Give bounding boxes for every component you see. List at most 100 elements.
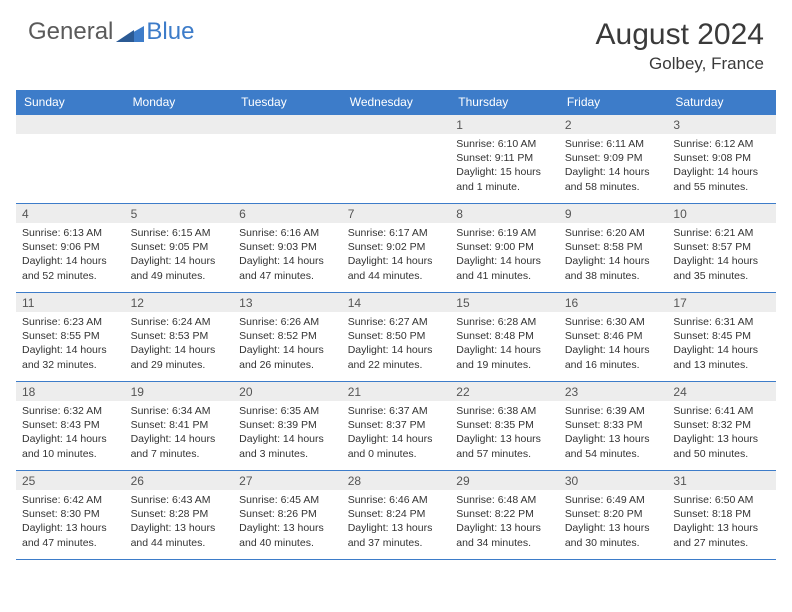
day-number: 27 (233, 471, 342, 490)
sunset-text: Sunset: 8:24 PM (348, 507, 445, 521)
day-headers-row: Sunday Monday Tuesday Wednesday Thursday… (16, 90, 776, 114)
cell-body: Sunrise: 6:31 AMSunset: 8:45 PMDaylight:… (667, 312, 776, 376)
day-number: 16 (559, 293, 668, 312)
cell-body: Sunrise: 6:39 AMSunset: 8:33 PMDaylight:… (559, 401, 668, 465)
title-block: August 2024 Golbey, France (596, 18, 764, 74)
logo-triangle-icon (116, 22, 144, 42)
calendar-cell: 10Sunrise: 6:21 AMSunset: 8:57 PMDayligh… (667, 204, 776, 292)
day-header: Tuesday (233, 90, 342, 114)
day-number: 12 (125, 293, 234, 312)
sunset-text: Sunset: 9:06 PM (22, 240, 119, 254)
cell-body: Sunrise: 6:27 AMSunset: 8:50 PMDaylight:… (342, 312, 451, 376)
sunrise-text: Sunrise: 6:46 AM (348, 493, 445, 507)
cell-body: Sunrise: 6:21 AMSunset: 8:57 PMDaylight:… (667, 223, 776, 287)
sunrise-text: Sunrise: 6:45 AM (239, 493, 336, 507)
cell-body: Sunrise: 6:37 AMSunset: 8:37 PMDaylight:… (342, 401, 451, 465)
sunrise-text: Sunrise: 6:32 AM (22, 404, 119, 418)
cell-body: Sunrise: 6:13 AMSunset: 9:06 PMDaylight:… (16, 223, 125, 287)
sunrise-text: Sunrise: 6:21 AM (673, 226, 770, 240)
cell-body: Sunrise: 6:32 AMSunset: 8:43 PMDaylight:… (16, 401, 125, 465)
calendar-cell: 18Sunrise: 6:32 AMSunset: 8:43 PMDayligh… (16, 382, 125, 470)
calendar-cell (125, 115, 234, 203)
daylight-text: Daylight: 14 hours and 58 minutes. (565, 165, 662, 193)
sunset-text: Sunset: 8:50 PM (348, 329, 445, 343)
daylight-text: Daylight: 14 hours and 41 minutes. (456, 254, 553, 282)
cell-body: Sunrise: 6:30 AMSunset: 8:46 PMDaylight:… (559, 312, 668, 376)
calendar-week: 25Sunrise: 6:42 AMSunset: 8:30 PMDayligh… (16, 470, 776, 560)
day-number: 29 (450, 471, 559, 490)
day-number: 2 (559, 115, 668, 134)
sunrise-text: Sunrise: 6:10 AM (456, 137, 553, 151)
day-number: 26 (125, 471, 234, 490)
daylight-text: Daylight: 13 hours and 27 minutes. (673, 521, 770, 549)
sunrise-text: Sunrise: 6:31 AM (673, 315, 770, 329)
daylight-text: Daylight: 14 hours and 26 minutes. (239, 343, 336, 371)
sunset-text: Sunset: 8:48 PM (456, 329, 553, 343)
sunset-text: Sunset: 8:58 PM (565, 240, 662, 254)
sunset-text: Sunset: 8:22 PM (456, 507, 553, 521)
sunrise-text: Sunrise: 6:13 AM (22, 226, 119, 240)
calendar-cell: 19Sunrise: 6:34 AMSunset: 8:41 PMDayligh… (125, 382, 234, 470)
day-number: 21 (342, 382, 451, 401)
daylight-text: Daylight: 14 hours and 0 minutes. (348, 432, 445, 460)
calendar-cell: 23Sunrise: 6:39 AMSunset: 8:33 PMDayligh… (559, 382, 668, 470)
sunset-text: Sunset: 8:20 PM (565, 507, 662, 521)
calendar-cell: 16Sunrise: 6:30 AMSunset: 8:46 PMDayligh… (559, 293, 668, 381)
sunrise-text: Sunrise: 6:34 AM (131, 404, 228, 418)
day-header: Saturday (667, 90, 776, 114)
page-header: General Blue August 2024 Golbey, France (0, 0, 792, 82)
calendar-cell: 30Sunrise: 6:49 AMSunset: 8:20 PMDayligh… (559, 471, 668, 559)
sunset-text: Sunset: 9:08 PM (673, 151, 770, 165)
calendar-cell: 3Sunrise: 6:12 AMSunset: 9:08 PMDaylight… (667, 115, 776, 203)
daylight-text: Daylight: 14 hours and 49 minutes. (131, 254, 228, 282)
cell-body: Sunrise: 6:34 AMSunset: 8:41 PMDaylight:… (125, 401, 234, 465)
day-number: 14 (342, 293, 451, 312)
day-number: 9 (559, 204, 668, 223)
sunset-text: Sunset: 8:43 PM (22, 418, 119, 432)
sunrise-text: Sunrise: 6:30 AM (565, 315, 662, 329)
day-number (125, 115, 234, 134)
calendar-cell: 13Sunrise: 6:26 AMSunset: 8:52 PMDayligh… (233, 293, 342, 381)
daylight-text: Daylight: 14 hours and 13 minutes. (673, 343, 770, 371)
sunrise-text: Sunrise: 6:35 AM (239, 404, 336, 418)
calendar-cell: 17Sunrise: 6:31 AMSunset: 8:45 PMDayligh… (667, 293, 776, 381)
daylight-text: Daylight: 14 hours and 10 minutes. (22, 432, 119, 460)
daylight-text: Daylight: 13 hours and 57 minutes. (456, 432, 553, 460)
cell-body: Sunrise: 6:38 AMSunset: 8:35 PMDaylight:… (450, 401, 559, 465)
calendar-cell: 9Sunrise: 6:20 AMSunset: 8:58 PMDaylight… (559, 204, 668, 292)
daylight-text: Daylight: 14 hours and 44 minutes. (348, 254, 445, 282)
daylight-text: Daylight: 13 hours and 47 minutes. (22, 521, 119, 549)
day-number: 3 (667, 115, 776, 134)
cell-body: Sunrise: 6:50 AMSunset: 8:18 PMDaylight:… (667, 490, 776, 554)
sunset-text: Sunset: 8:32 PM (673, 418, 770, 432)
logo: General Blue (28, 18, 194, 46)
cell-body: Sunrise: 6:20 AMSunset: 8:58 PMDaylight:… (559, 223, 668, 287)
sunrise-text: Sunrise: 6:48 AM (456, 493, 553, 507)
daylight-text: Daylight: 14 hours and 35 minutes. (673, 254, 770, 282)
day-number: 11 (16, 293, 125, 312)
day-number: 28 (342, 471, 451, 490)
day-number: 22 (450, 382, 559, 401)
sunset-text: Sunset: 9:00 PM (456, 240, 553, 254)
daylight-text: Daylight: 14 hours and 47 minutes. (239, 254, 336, 282)
calendar-grid: Sunday Monday Tuesday Wednesday Thursday… (16, 90, 776, 560)
sunset-text: Sunset: 8:39 PM (239, 418, 336, 432)
page-title: August 2024 (596, 18, 764, 52)
calendar-cell: 1Sunrise: 6:10 AMSunset: 9:11 PMDaylight… (450, 115, 559, 203)
cell-body: Sunrise: 6:45 AMSunset: 8:26 PMDaylight:… (233, 490, 342, 554)
calendar-cell: 14Sunrise: 6:27 AMSunset: 8:50 PMDayligh… (342, 293, 451, 381)
sunset-text: Sunset: 8:55 PM (22, 329, 119, 343)
sunrise-text: Sunrise: 6:50 AM (673, 493, 770, 507)
sunrise-text: Sunrise: 6:23 AM (22, 315, 119, 329)
day-header: Monday (125, 90, 234, 114)
calendar-cell: 7Sunrise: 6:17 AMSunset: 9:02 PMDaylight… (342, 204, 451, 292)
sunrise-text: Sunrise: 6:19 AM (456, 226, 553, 240)
daylight-text: Daylight: 13 hours and 34 minutes. (456, 521, 553, 549)
calendar-cell: 5Sunrise: 6:15 AMSunset: 9:05 PMDaylight… (125, 204, 234, 292)
sunrise-text: Sunrise: 6:16 AM (239, 226, 336, 240)
day-number: 10 (667, 204, 776, 223)
day-header: Sunday (16, 90, 125, 114)
sunset-text: Sunset: 8:53 PM (131, 329, 228, 343)
sunrise-text: Sunrise: 6:12 AM (673, 137, 770, 151)
calendar-cell (342, 115, 451, 203)
